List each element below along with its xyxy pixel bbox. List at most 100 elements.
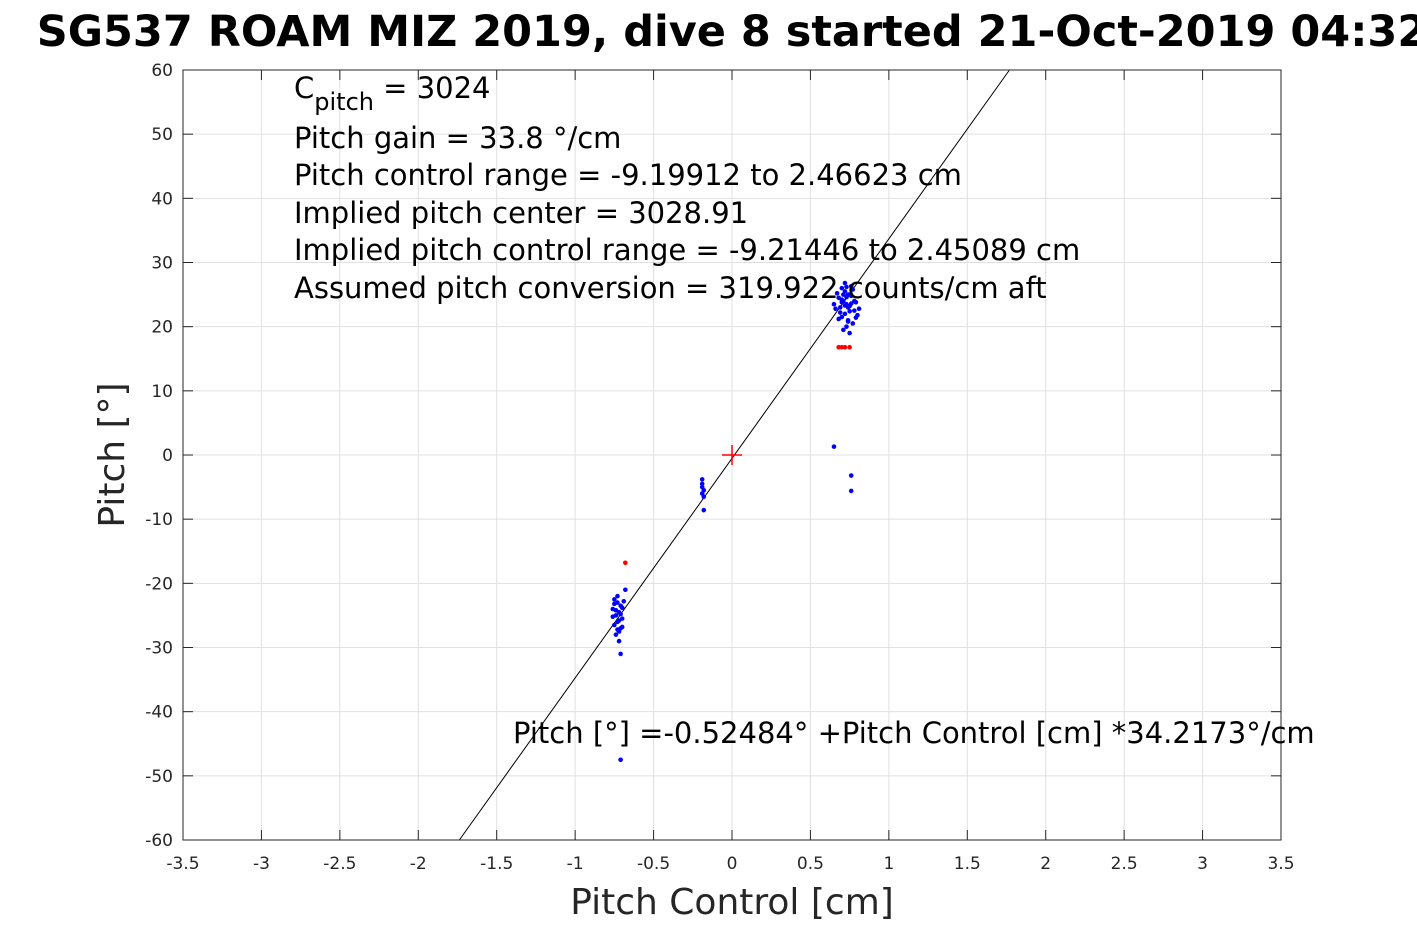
c-pitch-symbol: C: [294, 71, 314, 105]
data-point: [841, 292, 846, 297]
x-axis-ticks: -3.5 -3 -2.5 -2 -1.5 -1 -0.5 0 0.5 1 1.5 2 2.5 3 3.5: [166, 70, 1295, 874]
data-point: [699, 481, 705, 487]
data-points: [610, 280, 862, 763]
pitch-control-range-annotation: Pitch control range = -9.19912 to 2.4662…: [294, 158, 962, 192]
x-tick-label: 1: [883, 854, 894, 874]
implied-pitch-control-range-annotation: Implied pitch control range = -9.21446 t…: [294, 233, 1080, 267]
data-point: [856, 306, 862, 312]
y-tick-label: -40: [145, 703, 173, 723]
data-point: [847, 330, 852, 336]
x-tick-label: -0.5: [637, 854, 670, 874]
data-point: [842, 303, 848, 308]
data-point: [842, 280, 848, 286]
data-point: [618, 757, 623, 763]
data-point: [850, 321, 856, 326]
data-point: [834, 291, 840, 296]
data-point: [847, 308, 852, 314]
data-point: [848, 301, 854, 306]
data-point: [831, 301, 837, 307]
data-point: [699, 477, 705, 482]
x-tick-label: -2: [410, 854, 427, 874]
data-point: [618, 651, 623, 657]
data-point: [610, 614, 616, 619]
data-point: [837, 305, 843, 310]
x-axis-label: Pitch Control [cm]: [570, 882, 894, 923]
implied-pitch-center-annotation: Implied pitch center = 3028.91: [294, 196, 748, 230]
data-point: [837, 310, 843, 315]
data-point: [852, 308, 857, 313]
c-pitch-subscript: pitch: [314, 88, 374, 116]
data-point: [836, 316, 841, 322]
fit-equation-annotation: Pitch [°] =-0.52484° +Pitch Control [cm]…: [513, 716, 1315, 750]
x-tick-label: -3.5: [166, 854, 199, 874]
data-point: [848, 488, 854, 494]
y-tick-label: -20: [145, 574, 173, 594]
data-point: [850, 287, 856, 292]
data-point: [833, 306, 838, 312]
x-tick-label: 2.5: [1111, 854, 1138, 874]
x-tick-label: -1: [567, 854, 584, 874]
x-tick-label: -1.5: [480, 854, 513, 874]
data-point: [616, 638, 622, 644]
data-point: [852, 298, 857, 304]
data-point: [618, 611, 623, 617]
y-tick-label: 40: [151, 189, 173, 209]
y-tick-label: 10: [151, 382, 173, 402]
data-point: [848, 293, 854, 299]
x-tick-label: 3.5: [1267, 854, 1294, 874]
data-point: [623, 587, 628, 593]
data-point: [844, 324, 849, 329]
data-point: [612, 597, 617, 602]
y-axis-ticks: -60 -50 -40 -30 -20 -10 0 10 20 30 40 50 60: [145, 61, 1281, 851]
y-tick-label: 60: [151, 61, 173, 81]
y-tick-label: -10: [145, 510, 173, 530]
y-axis-label: Pitch [°]: [92, 382, 133, 527]
data-point: [616, 618, 622, 623]
data-point: [701, 494, 707, 500]
data-point: [853, 315, 859, 320]
c-pitch-annotation: Cpitch = 3024: [294, 71, 491, 116]
x-tick-label: 0: [727, 854, 738, 874]
x-tick-label: 1.5: [954, 854, 981, 874]
data-point: [612, 601, 617, 607]
data-point: [844, 284, 849, 290]
flagged-point: [847, 344, 852, 350]
x-tick-label: 0.5: [797, 854, 824, 874]
flagged-point: [623, 560, 628, 566]
x-tick-label: 3: [1197, 854, 1208, 874]
center-marker-layer: [722, 445, 742, 465]
y-tick-label: -30: [145, 639, 173, 659]
data-point: [612, 622, 617, 628]
pitch-gain-annotation: Pitch gain = 33.8 °/cm: [294, 121, 621, 155]
data-point: [831, 444, 837, 449]
flagged-point: [842, 344, 848, 350]
data-point: [701, 507, 707, 513]
y-tick-label: 20: [151, 318, 173, 338]
c-pitch-value: = 3024: [374, 71, 491, 105]
y-tick-label: -60: [145, 831, 173, 851]
assumed-pitch-conversion-annotation: Assumed pitch conversion = 319.922 count…: [294, 271, 1047, 305]
data-point: [845, 319, 851, 324]
y-tick-label: 50: [151, 125, 173, 145]
info-text-block: Cpitch = 3024 Pitch gain = 33.8 °/cm Pit…: [294, 71, 1080, 305]
data-point: [615, 627, 620, 632]
data-point: [613, 607, 619, 613]
data-point: [841, 327, 846, 333]
x-tick-label: -3: [253, 854, 270, 874]
data-point: [619, 624, 625, 630]
data-point: [621, 599, 627, 604]
chart-title: SG537 ROAM MIZ 2019, dive 8 started 21-O…: [37, 7, 1417, 57]
data-point: [844, 294, 849, 300]
data-point: [842, 311, 848, 317]
y-tick-label: -50: [145, 767, 173, 787]
y-tick-label: 0: [162, 446, 173, 466]
x-tick-label: -2.5: [323, 854, 356, 874]
data-point: [615, 593, 620, 599]
y-tick-label: 30: [151, 254, 173, 274]
data-point: [839, 299, 845, 305]
data-point: [848, 473, 854, 478]
data-point: [613, 632, 619, 637]
data-point: [619, 605, 625, 611]
x-tick-label: 2: [1040, 854, 1051, 874]
